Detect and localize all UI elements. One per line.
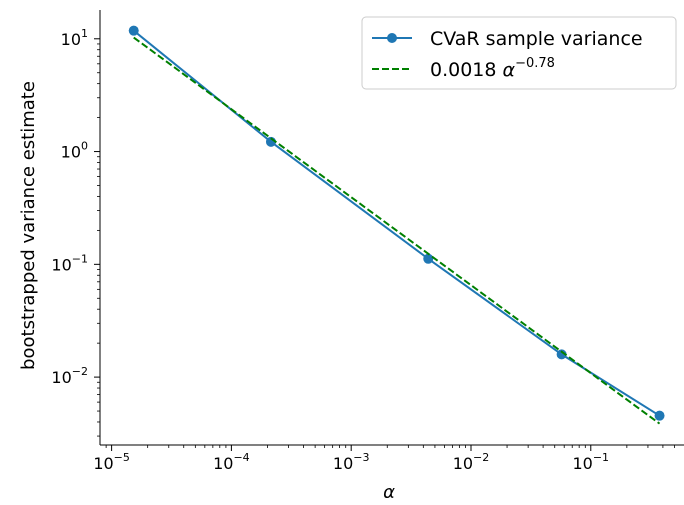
plot-marks — [128, 25, 665, 425]
x-axis-label: α — [383, 482, 395, 503]
x-tick-label-3: 10−3 — [333, 451, 370, 473]
legend-marker-1 — [387, 33, 397, 43]
y-tick-label-2: 10−1 — [51, 252, 88, 274]
data-point-1-3 — [423, 253, 434, 264]
x-tick-label-2: 10−4 — [213, 451, 250, 473]
series-line-2 — [133, 36, 661, 425]
legend-box — [361, 16, 677, 90]
legend: CVaR sample variance 0.0018 α−0.78 — [361, 16, 677, 90]
legend-label-1: CVaR sample variance — [430, 28, 643, 50]
y-tick-label-4: 101 — [61, 27, 88, 49]
data-point-1-4 — [556, 349, 567, 360]
x-tick-label-1: 10−5 — [93, 451, 130, 473]
data-point-1-5 — [654, 410, 665, 421]
y-tick-label-3: 100 — [61, 140, 88, 162]
x-tick-label-5: 10−1 — [572, 451, 609, 473]
y-tick-label-1: 10−2 — [51, 365, 88, 387]
axes: 10−5 10−4 10−3 10−2 10−1 10−2 10−1 100 101 α boots… — [18, 10, 684, 503]
x-tick-label-4: 10−2 — [453, 451, 490, 473]
data-point-1-1 — [128, 25, 139, 36]
legend-label-2: 0.0018 α−0.78 — [430, 56, 555, 81]
y-axis-label: bootstrapped variance estimate — [18, 81, 39, 370]
